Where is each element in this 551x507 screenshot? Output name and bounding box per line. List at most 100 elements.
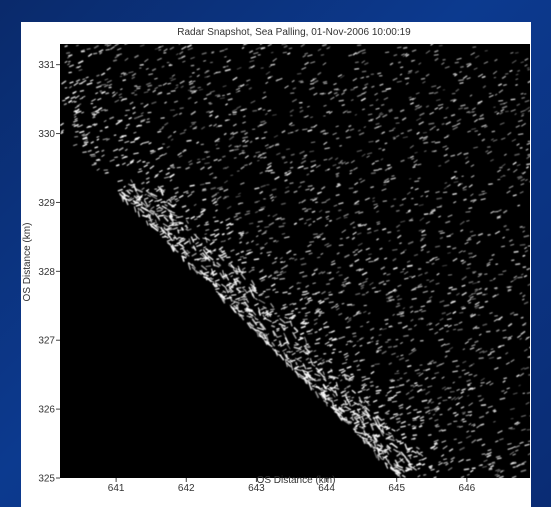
- radar-echo: [352, 52, 357, 56]
- radar-echo: [470, 175, 475, 178]
- radar-echo: [350, 160, 355, 164]
- radar-echo: [452, 311, 457, 314]
- radar-echo: [361, 379, 366, 382]
- radar-echo: [94, 109, 100, 113]
- radar-echo: [280, 344, 285, 347]
- radar-echo: [523, 301, 529, 305]
- radar-echo: [73, 101, 77, 103]
- radar-echo: [351, 413, 356, 416]
- radar-echo: [499, 122, 505, 125]
- radar-echo: [199, 244, 203, 247]
- radar-echo: [432, 413, 436, 416]
- radar-echo: [290, 153, 295, 156]
- radar-echo: [163, 48, 168, 52]
- radar-echo: [468, 184, 473, 188]
- radar-echo: [360, 49, 366, 52]
- radar-echo: [325, 215, 330, 218]
- radar-echo: [321, 201, 327, 204]
- radar-echo: [74, 118, 78, 121]
- radar-echo: [470, 430, 476, 433]
- surf-echo: [201, 265, 208, 271]
- radar-echo: [312, 77, 317, 80]
- radar-echo: [185, 166, 190, 170]
- radar-echo: [425, 105, 430, 108]
- radar-echo: [323, 104, 327, 107]
- surf-echo: [178, 236, 186, 240]
- radar-echo: [175, 216, 180, 219]
- radar-echo: [480, 377, 485, 381]
- radar-echo: [188, 160, 192, 163]
- radar-echo: [312, 220, 316, 223]
- radar-echo: [420, 77, 426, 80]
- radar-echo: [283, 260, 286, 263]
- radar-echo: [346, 303, 353, 306]
- radar-echo: [319, 387, 323, 390]
- radar-echo: [407, 191, 411, 195]
- surf-echo: [260, 323, 266, 330]
- radar-echo: [228, 261, 233, 265]
- radar-echo: [392, 313, 395, 316]
- surf-echo: [258, 310, 261, 316]
- radar-echo: [406, 405, 411, 410]
- radar-echo: [181, 55, 186, 59]
- radar-echo: [496, 209, 502, 213]
- radar-echo: [469, 414, 472, 417]
- radar-echo: [307, 378, 313, 382]
- radar-echo: [137, 114, 144, 118]
- radar-echo: [426, 322, 431, 326]
- radar-echo: [284, 326, 289, 329]
- radar-echo: [466, 110, 470, 113]
- radar-echo: [511, 462, 517, 465]
- radar-echo: [243, 44, 247, 45]
- surf-echo: [181, 227, 184, 231]
- surf-echo: [186, 249, 189, 253]
- radar-echo: [209, 172, 214, 176]
- surf-echo: [130, 202, 135, 205]
- radar-echo: [244, 212, 251, 216]
- radar-echo: [355, 425, 358, 427]
- radar-echo: [128, 197, 132, 200]
- radar-echo: [357, 249, 363, 253]
- radar-echo: [254, 187, 260, 190]
- radar-echo: [514, 421, 519, 425]
- radar-echo: [425, 73, 430, 77]
- radar-echo: [335, 94, 339, 97]
- radar-echo: [427, 299, 432, 303]
- radar-echo: [507, 336, 511, 339]
- radar-echo: [452, 247, 457, 250]
- radar-echo: [214, 279, 220, 282]
- surf-echo: [323, 393, 327, 401]
- radar-echo: [396, 224, 401, 228]
- radar-echo: [411, 158, 415, 160]
- radar-echo: [466, 220, 470, 222]
- radar-echo: [468, 111, 474, 114]
- radar-echo: [465, 211, 471, 213]
- radar-echo: [369, 381, 374, 384]
- radar-echo: [420, 305, 425, 308]
- radar-echo: [527, 283, 530, 286]
- radar-echo: [374, 363, 380, 365]
- radar-echo: [222, 167, 227, 170]
- radar-echo: [502, 380, 506, 383]
- radar-echo: [151, 101, 157, 105]
- radar-echo: [236, 218, 240, 221]
- radar-echo: [371, 162, 375, 165]
- radar-echo: [429, 127, 434, 131]
- radar-echo: [338, 313, 343, 316]
- radar-echo: [75, 66, 79, 69]
- radar-echo: [460, 229, 464, 232]
- radar-echo: [345, 326, 351, 329]
- radar-echo: [133, 131, 137, 134]
- radar-echo: [439, 300, 445, 303]
- radar-echo: [514, 153, 520, 156]
- radar-echo: [446, 330, 449, 333]
- radar-echo: [299, 271, 305, 274]
- surf-echo: [133, 200, 136, 205]
- radar-echo: [307, 299, 313, 302]
- surf-echo: [218, 254, 225, 261]
- surf-echo: [292, 332, 297, 339]
- radar-echo: [386, 279, 390, 282]
- radar-echo: [361, 92, 366, 95]
- radar-echo: [165, 172, 170, 176]
- radar-echo: [324, 132, 329, 135]
